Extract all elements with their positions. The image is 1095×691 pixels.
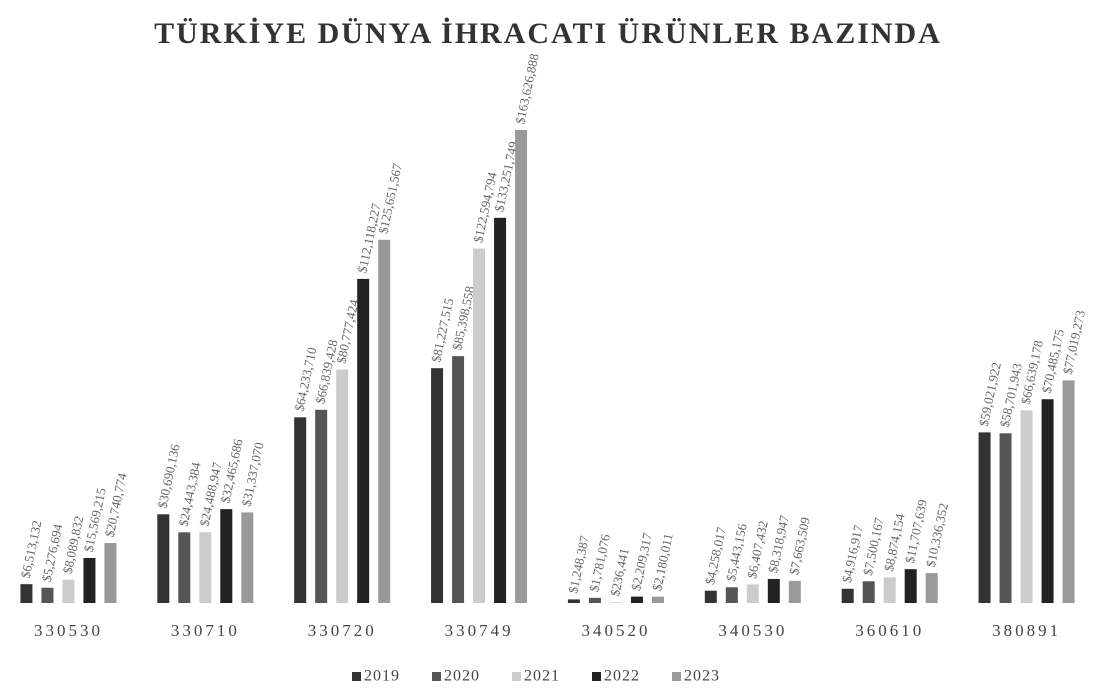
x-tick-label: 330530 xyxy=(34,621,103,640)
bar xyxy=(725,587,738,603)
bar xyxy=(199,532,212,603)
bar xyxy=(841,588,854,603)
legend-swatch xyxy=(432,672,441,681)
value-label: $125,651,567 xyxy=(375,161,405,235)
value-label: $20,740,774 xyxy=(102,471,130,538)
value-label: $5,276,694 xyxy=(39,522,66,583)
bar xyxy=(904,569,917,603)
legend-swatch xyxy=(512,672,521,681)
bar xyxy=(567,599,580,603)
bar xyxy=(862,581,875,603)
value-label: $4,916,917 xyxy=(839,523,866,584)
legend-label: 2023 xyxy=(684,668,720,685)
bar xyxy=(336,369,349,603)
bar xyxy=(978,432,991,603)
bar xyxy=(62,579,75,603)
bar xyxy=(704,590,717,603)
bar xyxy=(294,417,307,603)
x-tick-label: 330749 xyxy=(445,621,514,640)
value-label: $30,690,136 xyxy=(154,442,182,509)
legend-label: 2019 xyxy=(364,668,400,685)
bar xyxy=(925,573,938,603)
x-tick-label: 340520 xyxy=(581,621,650,640)
bar xyxy=(651,596,664,603)
x-tick-label: 360610 xyxy=(855,621,924,640)
x-tick-label: 380891 xyxy=(992,621,1061,640)
legend-label: 2021 xyxy=(524,668,560,685)
bar xyxy=(431,368,444,603)
bar xyxy=(999,433,1012,603)
bar xyxy=(473,248,486,603)
bar xyxy=(452,356,465,603)
legend-swatch xyxy=(352,672,361,681)
value-label: $236,441 xyxy=(607,547,632,598)
bar xyxy=(515,130,528,603)
legend-label: 2020 xyxy=(444,668,480,685)
bar xyxy=(220,509,233,603)
bar xyxy=(1020,410,1033,603)
bar xyxy=(20,584,33,603)
legend-swatch xyxy=(592,672,601,681)
legend-swatch xyxy=(672,672,681,681)
bar xyxy=(315,409,328,603)
chart-title: TÜRKİYE DÜNYA İHRACATI ÜRÜNLER BAZINDA xyxy=(154,17,942,50)
bar xyxy=(378,239,391,604)
x-tick-label: 330710 xyxy=(171,621,240,640)
x-tick-label: 340530 xyxy=(718,621,787,640)
bar xyxy=(494,217,507,604)
bar xyxy=(104,543,117,603)
bar xyxy=(357,278,370,603)
bar xyxy=(630,596,643,603)
bar xyxy=(767,578,780,603)
bar xyxy=(1041,399,1054,603)
bar xyxy=(41,587,54,603)
bar xyxy=(883,577,896,603)
bar xyxy=(609,602,622,603)
bar xyxy=(157,514,170,603)
legend-label: 2022 xyxy=(604,668,640,685)
bar xyxy=(588,597,601,603)
bar xyxy=(83,557,96,603)
value-label: $163,626,888 xyxy=(512,52,542,125)
bar xyxy=(241,512,254,603)
bar xyxy=(788,580,801,603)
bar xyxy=(178,532,191,603)
bar xyxy=(746,584,759,603)
bar xyxy=(1062,380,1075,603)
x-tick-label: 330720 xyxy=(308,621,377,640)
